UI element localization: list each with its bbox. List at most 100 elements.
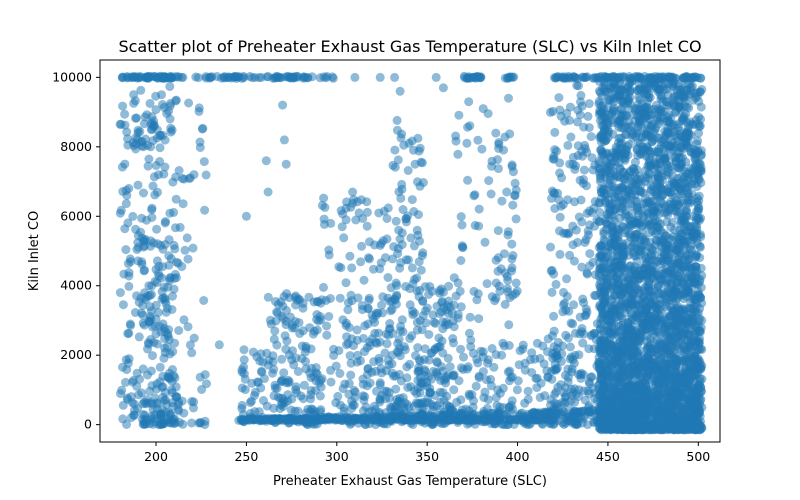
scatter-point <box>558 307 568 317</box>
scatter-point <box>165 82 175 91</box>
scatter-point <box>156 130 165 140</box>
scatter-point <box>577 324 587 333</box>
scatter-point <box>346 370 356 380</box>
scatter-point <box>546 400 555 410</box>
scatter-point <box>360 321 370 331</box>
scatter-point <box>503 230 513 240</box>
scatter-point <box>477 417 487 427</box>
scatter-point <box>117 162 127 172</box>
scatter-point <box>549 326 559 336</box>
scatter-point <box>152 224 162 234</box>
scatter-point <box>577 217 587 227</box>
scatter-point <box>312 419 322 429</box>
scatter-point <box>391 278 401 288</box>
scatter-point <box>200 205 210 215</box>
scatter-point <box>456 363 466 373</box>
scatter-point <box>293 406 303 416</box>
scatter-point <box>137 388 147 398</box>
scatter-point <box>345 251 355 261</box>
scatter-point <box>329 344 339 354</box>
scatter-point <box>254 407 264 417</box>
scatter-point <box>550 389 560 399</box>
scatter-point <box>342 340 351 350</box>
scatter-point <box>283 390 293 400</box>
scatter-point <box>311 376 321 386</box>
scatter-point <box>463 175 473 185</box>
scatter-point <box>582 269 592 279</box>
scatter-point <box>247 73 257 83</box>
scatter-point <box>568 240 578 250</box>
scatter-point <box>467 72 477 82</box>
scatter-point <box>430 318 440 328</box>
scatter-point <box>562 274 572 284</box>
scatter-point <box>696 102 706 112</box>
scatter-point <box>403 383 413 392</box>
scatter-point <box>449 385 459 395</box>
scatter-point <box>263 72 273 82</box>
scatter-point <box>164 368 174 378</box>
scatter-point <box>587 330 597 340</box>
scatter-point <box>407 136 417 146</box>
scatter-point <box>280 331 290 341</box>
scatter-point <box>364 295 374 305</box>
scatter-point <box>549 311 559 321</box>
scatter-point <box>145 386 155 396</box>
scatter-point <box>124 281 134 291</box>
scatter-point <box>565 250 575 260</box>
scatter-point <box>480 237 490 247</box>
scatter-point <box>583 230 593 240</box>
scatter-point <box>371 366 381 376</box>
scatter-point <box>547 374 557 384</box>
scatter-point <box>375 395 385 405</box>
scatter-point <box>150 190 160 200</box>
scatter-point <box>133 180 143 190</box>
scatter-point <box>134 332 144 342</box>
scatter-point <box>401 217 411 227</box>
scatter-point <box>256 366 266 376</box>
scatter-point <box>448 334 458 343</box>
scatter-point <box>347 263 357 273</box>
scatter-point <box>419 355 429 365</box>
scatter-point <box>341 318 351 328</box>
scatter-point <box>565 115 574 125</box>
scatter-point <box>413 177 422 187</box>
scatter-point <box>579 73 588 83</box>
scatter-point <box>141 134 151 144</box>
scatter-point <box>463 122 473 132</box>
scatter-point <box>451 136 461 146</box>
scatter-point <box>234 72 244 82</box>
scatter-point <box>563 229 573 239</box>
scatter-point <box>563 195 573 205</box>
scatter-point <box>178 72 188 82</box>
scatter-point <box>187 418 197 428</box>
scatter-point <box>253 377 262 387</box>
scatter-point <box>271 316 281 326</box>
scatter-point <box>471 381 481 391</box>
scatter-point <box>293 367 303 376</box>
scatter-point <box>630 157 640 167</box>
scatter-point <box>423 393 433 403</box>
scatter-point <box>487 156 497 166</box>
scatter-point <box>326 218 336 228</box>
scatter-point <box>390 294 399 304</box>
scatter-point <box>484 176 494 186</box>
scatter-point <box>465 328 474 338</box>
scatter-point <box>507 239 517 249</box>
scatter-point <box>390 162 400 172</box>
scatter-point <box>182 233 192 243</box>
scatter-point <box>652 115 662 125</box>
scatter-point <box>408 306 417 316</box>
scatter-point <box>438 388 448 397</box>
scatter-point <box>125 254 135 264</box>
scatter-point <box>149 172 159 182</box>
scatter-point <box>389 242 399 252</box>
scatter-point <box>171 382 181 392</box>
scatter-point <box>497 196 507 206</box>
scatter-point <box>550 145 560 155</box>
scatter-point <box>148 405 158 414</box>
scatter-point <box>652 222 662 232</box>
scatter-point <box>252 352 262 362</box>
scatter-point <box>126 320 136 330</box>
scatter-point <box>563 140 573 150</box>
scatter-point <box>124 268 134 278</box>
